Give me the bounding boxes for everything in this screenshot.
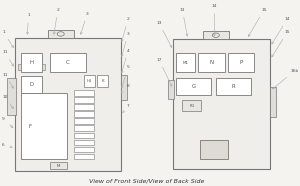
- Text: 14: 14: [212, 4, 217, 36]
- Text: 15: 15: [272, 30, 290, 57]
- Bar: [121, 75, 127, 100]
- Text: 17: 17: [156, 58, 172, 86]
- Bar: [50, 53, 86, 72]
- Bar: [21, 93, 67, 159]
- Text: 8: 8: [121, 84, 130, 93]
- Bar: [173, 39, 270, 169]
- Text: 10: 10: [2, 95, 14, 109]
- Bar: [15, 38, 121, 171]
- Text: 3: 3: [80, 12, 88, 34]
- Text: H1: H1: [87, 79, 92, 83]
- Bar: [18, 64, 22, 70]
- Bar: [42, 64, 46, 70]
- Bar: [227, 53, 254, 72]
- Bar: [182, 100, 201, 110]
- Text: 5: 5: [121, 65, 130, 88]
- Text: R: R: [232, 84, 235, 89]
- Bar: [176, 78, 211, 95]
- Bar: [21, 53, 42, 72]
- Bar: [74, 97, 94, 103]
- Text: F: F: [28, 124, 32, 129]
- Text: G: G: [192, 84, 196, 89]
- Bar: [50, 162, 67, 169]
- Text: 2: 2: [53, 8, 59, 34]
- Text: 3: 3: [121, 32, 130, 57]
- Text: N: N: [209, 60, 214, 65]
- Bar: [74, 126, 94, 131]
- Bar: [74, 105, 94, 110]
- Text: 7: 7: [122, 104, 130, 113]
- Bar: [74, 132, 94, 138]
- Bar: [74, 90, 94, 96]
- Bar: [7, 78, 16, 115]
- Text: K: K: [101, 79, 104, 83]
- Text: 4: 4: [121, 49, 130, 73]
- Text: 16b: 16b: [273, 69, 299, 89]
- Bar: [74, 154, 94, 159]
- Text: D: D: [29, 82, 33, 87]
- Text: C: C: [66, 60, 70, 65]
- Bar: [21, 76, 42, 93]
- Text: 13: 13: [156, 21, 172, 48]
- Text: 2: 2: [121, 17, 130, 42]
- Bar: [47, 30, 74, 38]
- Bar: [270, 87, 276, 117]
- Text: View of Front Side/View of Back Side: View of Front Side/View of Back Side: [89, 178, 205, 183]
- Text: 9: 9: [2, 117, 13, 128]
- Bar: [216, 78, 251, 95]
- Bar: [74, 147, 94, 153]
- Text: 15: 15: [248, 8, 267, 36]
- Text: M1: M1: [182, 60, 188, 65]
- Text: H: H: [29, 60, 34, 65]
- Bar: [97, 76, 108, 86]
- Text: P: P: [239, 60, 242, 65]
- Text: FG: FG: [189, 104, 194, 108]
- Bar: [167, 80, 174, 99]
- Text: 14: 14: [272, 17, 290, 44]
- Text: 11: 11: [2, 73, 14, 88]
- Text: 1: 1: [26, 13, 30, 34]
- Bar: [200, 140, 227, 158]
- Text: 6: 6: [2, 143, 12, 148]
- Bar: [198, 53, 225, 72]
- Text: 11: 11: [2, 50, 14, 66]
- Bar: [74, 111, 94, 117]
- Text: M: M: [57, 163, 60, 168]
- Bar: [74, 118, 94, 124]
- Text: 1: 1: [2, 30, 14, 48]
- Bar: [74, 140, 94, 145]
- Bar: [202, 31, 229, 39]
- Bar: [84, 76, 95, 86]
- Bar: [176, 53, 195, 72]
- Text: 13: 13: [180, 8, 188, 36]
